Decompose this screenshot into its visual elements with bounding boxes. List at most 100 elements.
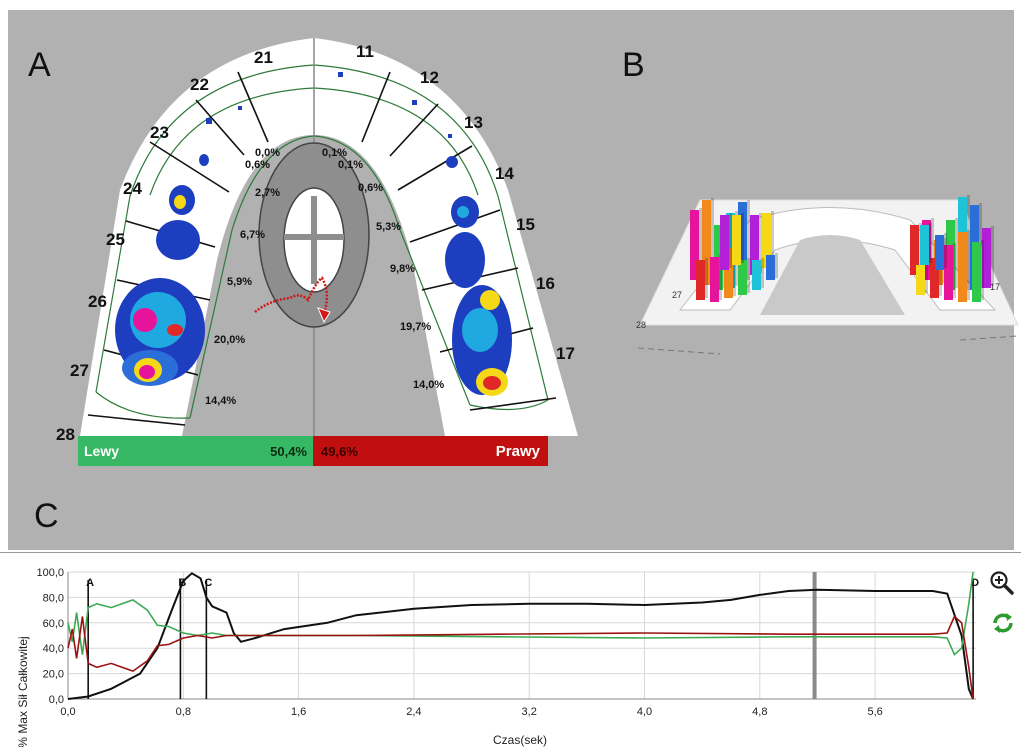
y-tick-label: 60,0 xyxy=(43,618,64,630)
3d-column xyxy=(750,215,759,275)
3d-column-shade xyxy=(991,226,994,286)
3d-column-shade xyxy=(747,258,750,293)
x-tick-label: 4,8 xyxy=(752,706,767,718)
tooth-label-28: 28 xyxy=(56,425,75,444)
3d-column-shade xyxy=(967,230,970,300)
pct-left-24: 6,7% xyxy=(240,229,265,241)
3d-column xyxy=(930,258,939,298)
tooth-label-22: 22 xyxy=(190,75,209,94)
3d-column-shade xyxy=(944,233,947,268)
3d-column-shade xyxy=(705,258,708,298)
crosshair-horizontal xyxy=(284,234,344,240)
chart-ticks: 0,0 20,0 40,0 60,0 80,0 100,0 0,0 0,8 1,6 2,4 3,2 4… xyxy=(36,567,882,718)
3d-column-shade xyxy=(929,223,932,263)
3d-column-shade xyxy=(719,255,722,300)
y-tick-label: 80,0 xyxy=(43,592,64,604)
time-cursor[interactable] xyxy=(812,572,817,699)
zoom-in-icon[interactable] xyxy=(989,570,1015,596)
arch-right-end-contour xyxy=(469,399,549,411)
series-line-0 xyxy=(67,572,975,700)
tooth-dividers xyxy=(87,71,557,426)
3d-column xyxy=(702,200,711,285)
3d-column-shade xyxy=(931,218,934,278)
tooth-label-23: 23 xyxy=(150,123,169,142)
y-axis-label: % Max Sił Całkowitej xyxy=(16,636,30,747)
event-label-c: C xyxy=(204,577,212,589)
3d-column-shade xyxy=(747,200,750,280)
3d-column xyxy=(710,257,719,302)
tooth-label-17: 17 xyxy=(556,344,575,363)
3d-column xyxy=(944,245,953,300)
3d-column-shade xyxy=(733,246,736,296)
balance-left-value: 50,4% xyxy=(270,443,307,459)
y-tick-label: 0,0 xyxy=(49,694,64,706)
center-of-force-marker xyxy=(317,307,331,324)
3d-column-shade xyxy=(761,258,764,288)
pressure-spots-left xyxy=(115,106,242,386)
3d-column-shade xyxy=(771,211,774,266)
3d-column-shade xyxy=(953,243,956,298)
3d-column xyxy=(696,260,705,300)
pct-right-17: 14,0% xyxy=(413,379,444,391)
pct-right-13: 0,6% xyxy=(358,182,383,194)
pct-right-15: 9,8% xyxy=(390,263,415,275)
x-tick-label: 0,0 xyxy=(60,706,75,718)
event-label-a: A xyxy=(86,577,94,589)
balance-right-label: Prawy xyxy=(495,442,540,460)
3d-column xyxy=(752,260,761,290)
pressure-spots-right xyxy=(338,72,512,396)
refresh-icon[interactable] xyxy=(990,610,1016,636)
pct-right-11: 0,1% xyxy=(322,147,347,159)
tooth-label-14: 14 xyxy=(495,164,514,183)
y-tick-label: 40,0 xyxy=(43,643,64,655)
force-time-chart[interactable]: 0,0 20,0 40,0 60,0 80,0 100,0 0,0 0,8 1,6 2,4 3,2 4… xyxy=(0,552,1021,747)
3d-force-columns xyxy=(690,195,994,302)
3d-column-shade xyxy=(955,218,958,288)
tooth-label-13: 13 xyxy=(464,113,483,132)
3d-column-shade xyxy=(939,256,942,296)
balance-left-label: Lewy xyxy=(84,443,120,459)
series-line-2 xyxy=(67,615,974,700)
tooth-label-26: 26 xyxy=(88,292,107,311)
3d-column xyxy=(724,248,733,298)
3d-label-28: 28 xyxy=(636,320,646,330)
tooth-label-12: 12 xyxy=(420,68,439,87)
x-tick-label: 2,4 xyxy=(406,706,421,718)
3d-column xyxy=(982,228,991,288)
dental-arch-map[interactable]: 21 22 23 24 25 26 27 28 11 12 13 14 15 1… xyxy=(0,0,630,470)
3d-axis-left xyxy=(637,347,721,355)
tooth-label-27: 27 xyxy=(70,361,89,380)
tooth-label-25: 25 xyxy=(106,230,125,249)
3d-column xyxy=(920,225,929,265)
tooth-label-24: 24 xyxy=(123,179,142,198)
3d-label-27: 27 xyxy=(672,290,682,300)
pressure-3d-view[interactable]: 27 28 17 xyxy=(620,140,1020,360)
3d-column-shade xyxy=(729,213,732,268)
y-tick-label: 20,0 xyxy=(43,669,64,681)
force-trajectory xyxy=(254,276,329,313)
3d-palate xyxy=(760,235,905,315)
3d-column-shade xyxy=(759,213,762,273)
3d-column xyxy=(972,242,981,302)
pct-right-16: 19,7% xyxy=(400,321,431,333)
y-tick-label: 100,0 xyxy=(36,567,64,579)
pct-left-22: 0,6% xyxy=(245,159,270,171)
3d-label-17: 17 xyxy=(990,282,1000,292)
x-tick-label: 1,6 xyxy=(291,706,306,718)
3d-column-shade xyxy=(925,263,928,293)
panel-c-label: C xyxy=(34,497,59,535)
3d-column-shade xyxy=(741,213,744,263)
3d-column xyxy=(762,213,771,268)
3d-column xyxy=(720,215,729,270)
event-label-d: D xyxy=(971,577,979,589)
3d-axis-right xyxy=(959,335,1019,341)
tooth-label-11: 11 xyxy=(356,42,374,61)
3d-column-shade xyxy=(967,195,970,290)
pct-left-23: 2,7% xyxy=(255,187,280,199)
pct-left-26: 20,0% xyxy=(214,334,245,346)
panel-a-label: A xyxy=(28,46,51,84)
x-tick-label: 5,6 xyxy=(867,706,882,718)
pct-left-27: 14,4% xyxy=(205,395,236,407)
arch-left-end-contour xyxy=(95,391,191,419)
3d-column xyxy=(916,265,925,295)
